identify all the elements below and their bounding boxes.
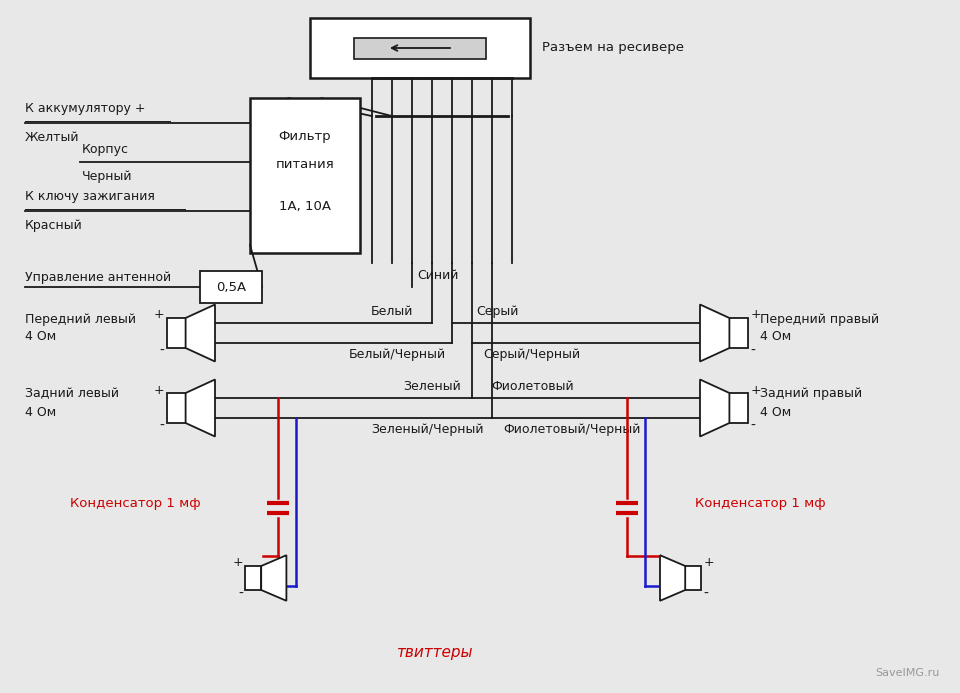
Text: Задний правый: Задний правый [760,387,862,401]
Text: +: + [232,556,243,568]
Polygon shape [700,304,730,362]
Bar [354,37,486,58]
Text: Задний левый: Задний левый [25,387,119,401]
Text: 0,5А: 0,5А [216,281,246,294]
Text: 4 Ом: 4 Ом [25,331,57,344]
Text: Серый: Серый [476,305,518,318]
Text: Фиолетовый: Фиолетовый [491,380,573,393]
Bar [685,566,702,590]
Text: Передний правый: Передний правый [760,313,879,326]
Text: 4 Ом: 4 Ом [760,331,791,344]
Text: Фильтр: Фильтр [278,130,331,143]
Text: Серый/Черный: Серый/Черный [484,348,581,361]
Text: Желтый: Желтый [25,131,80,144]
Text: Зеленый: Зеленый [403,380,461,393]
Polygon shape [700,380,730,437]
Text: Зеленый/Черный: Зеленый/Черный [371,423,484,436]
Text: Синий: Синий [417,269,458,282]
Text: Передний левый: Передний левый [25,313,136,326]
Text: К ключу зажигания: К ключу зажигания [25,190,155,203]
Text: питания: питания [276,158,334,171]
Bar [250,98,360,253]
Bar [167,393,185,423]
Text: -: - [238,587,243,601]
Text: SaveIMG.ru: SaveIMG.ru [876,668,940,678]
Text: Белый/Черный: Белый/Черный [348,348,445,361]
Text: Разъем на ресивере: Разъем на ресивере [542,42,684,55]
Text: -: - [704,587,708,601]
Text: 1А, 10А: 1А, 10А [279,200,331,213]
Text: +: + [751,383,761,396]
Bar [730,393,748,423]
Bar [167,318,185,348]
Polygon shape [660,555,685,601]
Text: +: + [154,383,165,396]
Text: +: + [154,308,165,322]
Text: -: - [159,419,165,433]
Text: К аккумулятору +: К аккумулятору + [25,102,146,115]
Text: Корпус: Корпус [82,143,129,155]
Text: Черный: Черный [82,170,132,182]
Text: Фиолетовый/Черный: Фиолетовый/Черный [504,423,641,436]
Polygon shape [185,304,215,362]
Bar [200,271,262,303]
Text: Управление антенной: Управление антенной [25,271,171,284]
Text: -: - [159,344,165,358]
Text: Белый: Белый [371,305,413,318]
Text: +: + [751,308,761,322]
Polygon shape [261,555,286,601]
Text: Конденсатор 1 мф: Конденсатор 1 мф [70,496,201,509]
Polygon shape [185,380,215,437]
Bar [245,566,261,590]
Text: Конденсатор 1 мф: Конденсатор 1 мф [695,496,826,509]
Bar [310,18,530,78]
Text: Красный: Красный [25,219,83,232]
Text: твиттеры: твиттеры [396,645,473,660]
Bar [730,318,748,348]
Text: -: - [751,419,756,433]
Text: 4 Ом: 4 Ом [760,405,791,419]
Text: -: - [751,344,756,358]
Text: 4 Ом: 4 Ом [25,405,57,419]
Text: +: + [704,556,714,568]
